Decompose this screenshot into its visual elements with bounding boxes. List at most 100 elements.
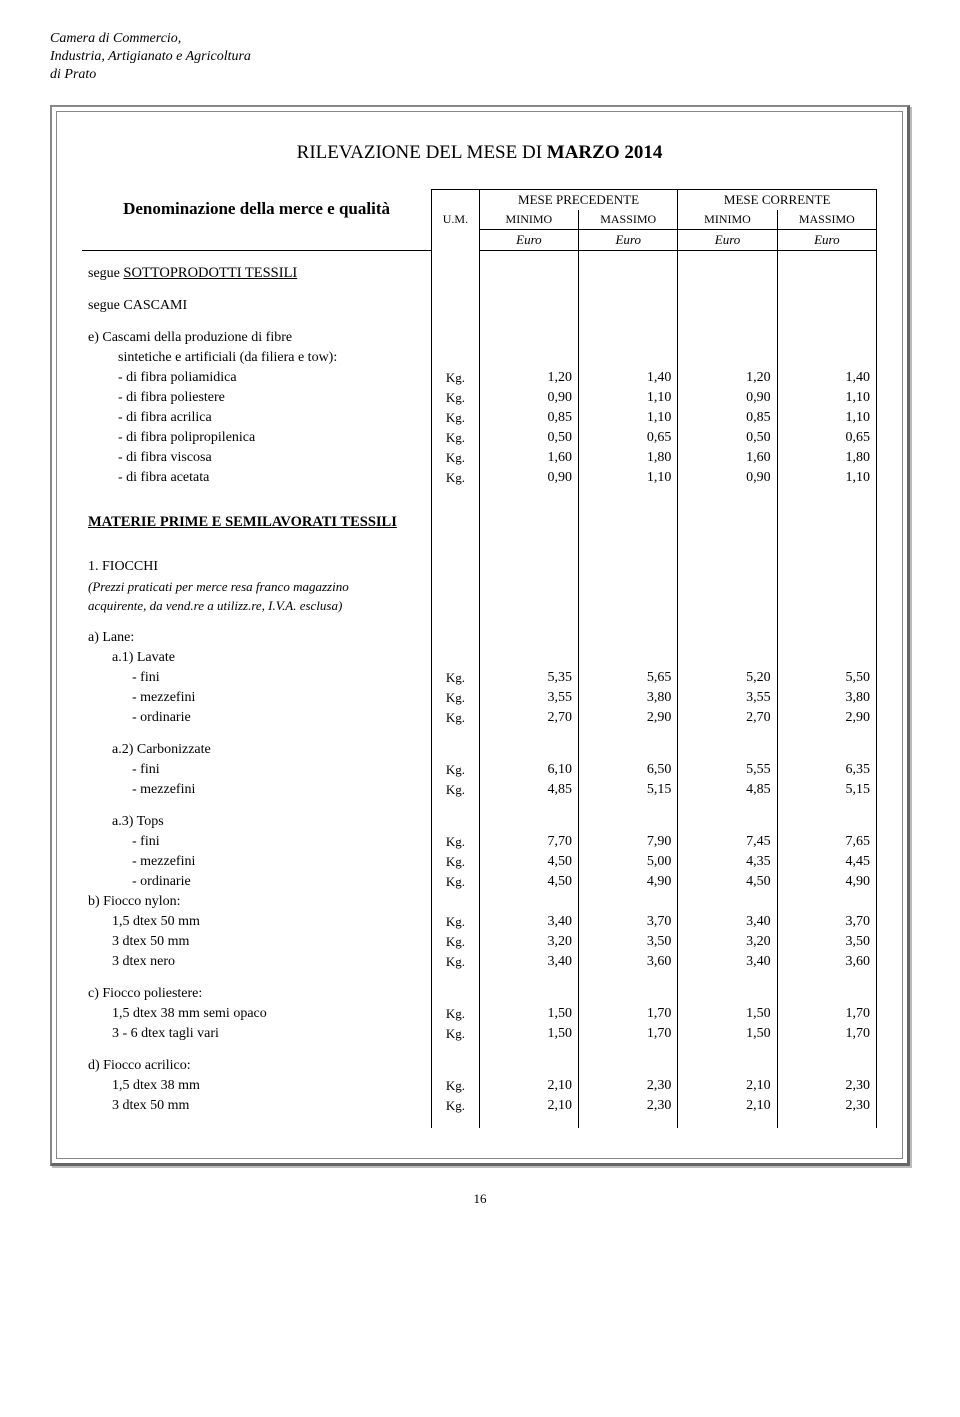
row-value: 1,10 [777, 388, 876, 408]
table-row: 3 dtex neroKg.3,403,603,403,60 [82, 952, 877, 972]
row-value: 5,35 [479, 668, 578, 688]
row-value: 5,15 [777, 780, 876, 800]
row-unit: Kg. [432, 428, 480, 448]
row-value: 5,00 [579, 852, 678, 872]
row-value: 5,65 [579, 668, 678, 688]
row-value: 1,10 [777, 468, 876, 488]
row-label: - di fibra acrilica [82, 408, 432, 428]
segue-sotto: segue SOTTOPRODOTTI TESSILI [82, 263, 432, 284]
row-unit: Kg. [432, 1024, 480, 1044]
row-label: - ordinarie [82, 872, 432, 892]
table-row: - ordinarieKg.4,504,904,504,90 [82, 872, 877, 892]
row-value: 4,50 [678, 872, 777, 892]
b-title: b) Fiocco nylon: [82, 892, 432, 912]
row-value: 1,50 [479, 1004, 578, 1024]
page-title: RILEVAZIONE DEL MESE DI MARZO 2014 [82, 142, 877, 164]
row-value: 7,90 [579, 832, 678, 852]
table-row: 3 - 6 dtex tagli variKg.1,501,701,501,70 [82, 1024, 877, 1044]
row-value: 2,30 [777, 1076, 876, 1096]
row-value: 0,65 [777, 428, 876, 448]
row-unit: Kg. [432, 468, 480, 488]
title-pre: RILEVAZIONE DEL MESE DI [297, 142, 547, 163]
row-label: 1,5 dtex 38 mm [82, 1076, 432, 1096]
row-value: 1,50 [678, 1024, 777, 1044]
sect-materie: MATERIE PRIME E SEMILAVORATI TESSILI [82, 512, 432, 533]
org-line2: Industria, Artigianato e Agricoltura [50, 48, 910, 66]
row-value: 1,80 [579, 448, 678, 468]
org-header: Camera di Commercio, Industria, Artigian… [50, 30, 910, 85]
hdr-curr: MESE CORRENTE [678, 189, 877, 210]
a1: a.1) Lavate [82, 648, 432, 668]
row-value: 3,80 [579, 688, 678, 708]
row-value: 1,40 [777, 368, 876, 388]
row-value: 1,20 [479, 368, 578, 388]
row-value: 0,90 [678, 388, 777, 408]
row-unit: Kg. [432, 708, 480, 728]
table-row: - di fibra acetataKg.0,901,100,901,10 [82, 468, 877, 488]
row-value: 2,90 [777, 708, 876, 728]
row-value: 3,50 [777, 932, 876, 952]
row-unit: Kg. [432, 780, 480, 800]
row-value: 1,10 [579, 408, 678, 428]
row-value: 2,70 [479, 708, 578, 728]
row-value: 3,40 [678, 952, 777, 972]
cascami-e2: sintetiche e artificiali (da filiera e t… [82, 348, 432, 368]
row-value: 3,20 [479, 932, 578, 952]
row-value: 4,45 [777, 852, 876, 872]
a2: a.2) Carbonizzate [82, 740, 432, 760]
row-value: 3,55 [678, 688, 777, 708]
row-value: 0,50 [678, 428, 777, 448]
row-value: 6,50 [579, 760, 678, 780]
d-title: d) Fiocco acrilico: [82, 1056, 432, 1076]
segue-cascami: segue CASCAMI [82, 296, 432, 316]
title-month: MARZO 2014 [547, 142, 663, 163]
row-unit: Kg. [432, 448, 480, 468]
row-value: 2,10 [479, 1076, 578, 1096]
row-label: - di fibra poliamidica [82, 368, 432, 388]
row-value: 0,65 [579, 428, 678, 448]
table-row: 3 dtex 50 mmKg.3,203,503,203,50 [82, 932, 877, 952]
table-row: - finiKg.6,106,505,556,35 [82, 760, 877, 780]
um-header: U.M. [432, 189, 480, 250]
row-value: 5,55 [678, 760, 777, 780]
table-row: - mezzefiniKg.4,855,154,855,15 [82, 780, 877, 800]
row-value: 3,60 [777, 952, 876, 972]
row-value: 3,20 [678, 932, 777, 952]
fiocchi-note2: acquirente, da vend.re a utilizz.re, I.V… [82, 596, 432, 616]
row-value: 4,50 [479, 852, 578, 872]
inner-frame: RILEVAZIONE DEL MESE DI MARZO 2014 Denom… [56, 111, 903, 1159]
table-row: - di fibra viscosaKg.1,601,801,601,80 [82, 448, 877, 468]
table-row: - mezzefiniKg.4,505,004,354,45 [82, 852, 877, 872]
row-value: 7,45 [678, 832, 777, 852]
row-label: - fini [82, 832, 432, 852]
row-value: 1,10 [579, 388, 678, 408]
row-value: 1,50 [678, 1004, 777, 1024]
row-value: 1,70 [777, 1004, 876, 1024]
euro2: Euro [579, 229, 678, 250]
row-unit: Kg. [432, 872, 480, 892]
row-value: 1,70 [579, 1024, 678, 1044]
table-row: - finiKg.5,355,655,205,50 [82, 668, 877, 688]
row-value: 4,35 [678, 852, 777, 872]
euro1: Euro [479, 229, 578, 250]
euro3: Euro [678, 229, 777, 250]
row-label: - fini [82, 668, 432, 688]
row-value: 0,90 [479, 388, 578, 408]
row-value: 6,10 [479, 760, 578, 780]
row-label: 3 dtex 50 mm [82, 1096, 432, 1116]
price-table: Denominazione della merce e qualità U.M.… [82, 189, 877, 1128]
row-value: 0,85 [678, 408, 777, 428]
row-label: 1,5 dtex 38 mm semi opaco [82, 1004, 432, 1024]
row-value: 1,60 [479, 448, 578, 468]
row-value: 5,15 [579, 780, 678, 800]
row-value: 0,90 [678, 468, 777, 488]
row-value: 3,40 [479, 952, 578, 972]
row-value: 1,20 [678, 368, 777, 388]
row-value: 1,80 [777, 448, 876, 468]
org-line3: di Prato [50, 66, 910, 84]
row-unit: Kg. [432, 668, 480, 688]
row-label: 3 - 6 dtex tagli vari [82, 1024, 432, 1044]
hdr-min2: MINIMO [678, 210, 777, 230]
row-value: 0,50 [479, 428, 578, 448]
row-unit: Kg. [432, 368, 480, 388]
